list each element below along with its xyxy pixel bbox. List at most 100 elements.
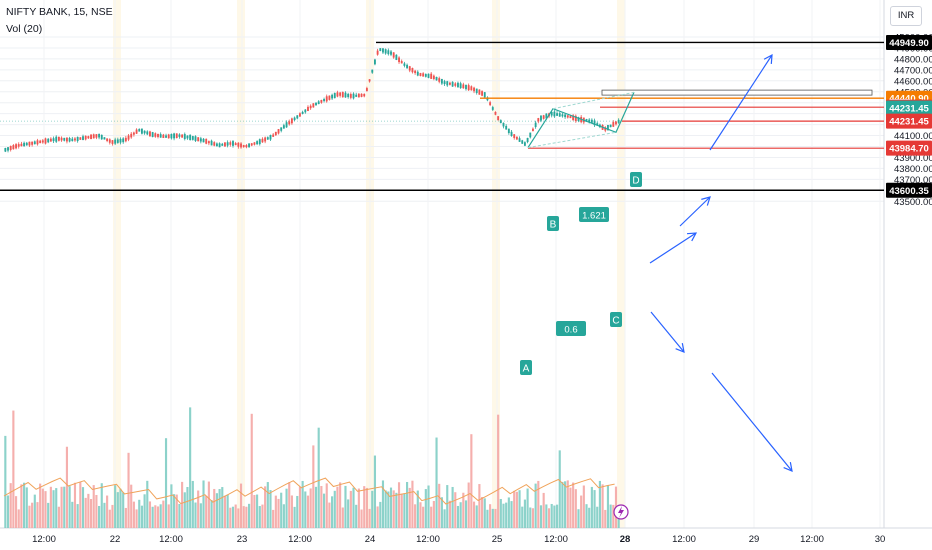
candle-body	[481, 91, 484, 96]
candle-body	[274, 131, 277, 136]
volume-indicator-label: Vol (20)	[6, 23, 43, 35]
candle-body	[497, 116, 500, 121]
candle-body	[379, 48, 382, 51]
volume-bar	[84, 497, 87, 528]
volume-bar	[416, 490, 419, 528]
volume-bar	[580, 495, 583, 528]
volume-bar	[523, 499, 526, 528]
volume-bar	[320, 486, 323, 528]
volume-bar	[529, 507, 532, 528]
volume-bar	[116, 492, 119, 528]
volume-bar	[561, 481, 564, 528]
pattern-point-a-box	[520, 360, 532, 375]
candle-body	[234, 143, 237, 146]
candle-body	[17, 144, 20, 147]
candle-body	[71, 138, 74, 142]
volume-bar	[515, 491, 518, 528]
volume-bar	[494, 508, 497, 528]
x-tick-label: 12:00	[672, 534, 696, 545]
candle-body	[607, 124, 609, 130]
volume-bar	[103, 502, 106, 528]
volume-bar	[518, 490, 521, 528]
volume-bar	[223, 495, 227, 528]
price-label-resistance: 44440.90	[889, 94, 929, 105]
candle-body	[344, 92, 347, 98]
volume-bar	[555, 504, 559, 528]
volume-bar	[371, 490, 374, 528]
price-label-high: 44949.90	[889, 38, 929, 49]
candle-body	[333, 92, 336, 99]
volume-bar	[480, 497, 484, 528]
volume-bar	[148, 501, 152, 528]
candle-body	[68, 137, 71, 142]
pattern-point-c: C	[612, 316, 619, 327]
currency-button[interactable]: INR	[890, 6, 922, 26]
volume-bar	[542, 492, 545, 528]
volume-bar	[590, 486, 593, 528]
volume-bar	[456, 505, 460, 528]
volume-bar	[119, 488, 122, 528]
pattern-point-b-box	[547, 216, 559, 231]
volume-bar	[389, 487, 393, 528]
x-tick-label: 25	[492, 534, 503, 545]
volume-bar	[596, 506, 599, 528]
candle-body	[41, 140, 44, 143]
volume-bar	[256, 494, 259, 528]
session-separator-1	[237, 0, 245, 528]
candle-body	[475, 88, 478, 93]
volume-bar	[422, 506, 425, 528]
volume-bar	[68, 486, 71, 528]
volume-bar	[210, 500, 213, 528]
volume-bar	[172, 494, 176, 528]
volume-bar	[339, 482, 342, 528]
candle-body	[92, 134, 95, 139]
candle-body	[529, 132, 532, 138]
candle-body	[277, 129, 280, 134]
volume-bar	[360, 509, 363, 528]
candle-body	[52, 138, 55, 142]
candle-body	[422, 73, 425, 77]
volume-bar	[558, 450, 561, 528]
volume-bar	[569, 487, 572, 528]
candle-body	[435, 76, 438, 81]
volume-bar	[317, 427, 320, 528]
volume-bar	[138, 499, 141, 528]
candle-body	[82, 136, 84, 140]
candle-body	[537, 118, 540, 122]
candle-body	[162, 134, 165, 138]
candle-body	[119, 138, 122, 143]
candle-body	[564, 114, 567, 118]
candle-body	[360, 93, 363, 97]
candle-body	[114, 139, 117, 144]
volume-bar	[191, 480, 194, 528]
candle-body	[483, 92, 486, 98]
volume-bar	[601, 484, 604, 528]
candle-body	[186, 135, 189, 139]
volume-bar	[261, 504, 264, 528]
candle-body	[371, 69, 374, 73]
volume-bar	[322, 493, 326, 528]
candle-body	[253, 142, 256, 145]
candle-body	[57, 136, 60, 141]
x-tick-label: 28	[620, 534, 631, 545]
candle-body	[242, 145, 245, 148]
volume-bar	[298, 486, 302, 528]
candle-body	[526, 137, 529, 143]
volume-bar	[269, 490, 272, 528]
volume-bar	[135, 509, 138, 528]
candle-body	[457, 82, 459, 88]
candle-body	[167, 134, 170, 139]
candle-body	[347, 93, 350, 98]
candle-body	[224, 142, 226, 147]
candle-body	[473, 87, 475, 92]
candle-body	[515, 136, 518, 140]
volume-bar	[234, 504, 237, 528]
volume-bar	[355, 504, 358, 528]
candle-body	[175, 133, 178, 139]
volume-bar	[71, 501, 74, 528]
candle-body	[384, 49, 387, 54]
candle-body	[296, 115, 299, 119]
candle-body	[197, 137, 200, 142]
x-tick-label: 12:00	[416, 534, 440, 545]
